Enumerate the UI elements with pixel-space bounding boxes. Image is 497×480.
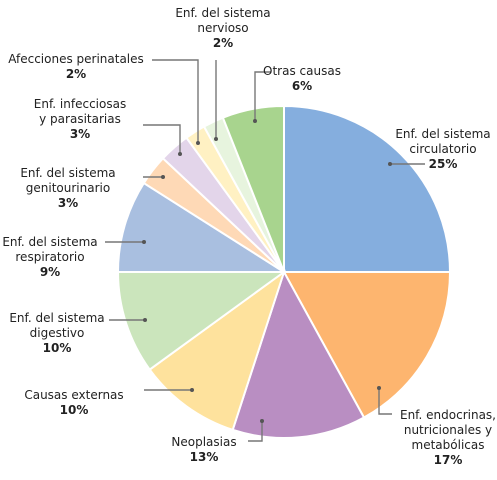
leader-dot: [260, 419, 264, 423]
slice-label: Otras causas: [263, 64, 341, 78]
slice-label: digestivo: [30, 326, 85, 340]
slice-percent-label: 2%: [213, 36, 233, 50]
pie-slice: [283, 104, 452, 273]
leader-dot: [143, 318, 147, 322]
leader-line: [152, 59, 199, 143]
slice-label: Enf. del sistema: [175, 6, 270, 20]
slice-percent-label: 9%: [40, 265, 60, 279]
leader-dot: [178, 152, 182, 156]
leader-line: [248, 421, 263, 442]
leader-dot: [388, 162, 392, 166]
slice-percent-label: 3%: [58, 196, 78, 210]
leader-line: [254, 71, 271, 121]
leader-dot: [196, 141, 200, 145]
slice-percent-label: 10%: [43, 341, 72, 355]
pie-slice: [116, 181, 288, 273]
slice-label: Enf. del sistema: [395, 127, 490, 141]
slice-percent-label: 2%: [66, 67, 86, 81]
slice-label: nervioso: [197, 21, 248, 35]
leader-dot: [190, 388, 194, 392]
slice-label: Enf. endocrinas,: [400, 408, 496, 422]
slice-label: respiratorio: [15, 250, 84, 264]
pie-slice: [282, 271, 452, 419]
slice-percent-label: 10%: [60, 403, 89, 417]
slice-percent-label: 17%: [434, 453, 463, 467]
leader-lines: [105, 59, 425, 442]
slice-label: circulatorio: [409, 142, 476, 156]
slice-label: Neoplasias: [171, 435, 236, 449]
leader-line: [143, 124, 181, 154]
leader-dot: [253, 119, 257, 123]
leader-line: [378, 388, 392, 415]
pie-slice: [231, 269, 366, 440]
leader-dot: [142, 240, 146, 244]
leader-dot: [214, 137, 218, 141]
slice-label: Enf. del sistema: [9, 311, 104, 325]
pie-slice: [221, 104, 285, 273]
slice-percent-label: 3%: [70, 127, 90, 141]
slice-label: Enf. infecciosas: [34, 97, 126, 111]
pie-slice: [116, 271, 288, 371]
slice-label: Enf. del sistema: [2, 235, 97, 249]
slice-label: Causas externas: [24, 388, 123, 402]
leader-dot: [161, 175, 165, 179]
slice-percent-label: 13%: [190, 450, 219, 464]
leader-dot: [377, 386, 381, 390]
pie-slices: [116, 104, 452, 440]
slice-percent-label: 25%: [429, 157, 458, 171]
slice-label: metabólicas: [412, 438, 485, 452]
slice-label: y parasitarias: [39, 112, 121, 126]
slice-label: genitourinario: [26, 181, 110, 195]
slice-label: nutricionales y: [404, 423, 492, 437]
slice-label: Afecciones perinatales: [8, 52, 144, 66]
slice-percent-label: 6%: [292, 79, 312, 93]
slice-label: Enf. del sistema: [20, 166, 115, 180]
